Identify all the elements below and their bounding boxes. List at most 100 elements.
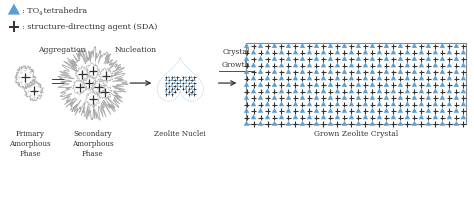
Polygon shape [356, 56, 361, 61]
Polygon shape [314, 108, 319, 113]
Polygon shape [251, 114, 256, 119]
Polygon shape [454, 69, 459, 74]
Polygon shape [433, 88, 438, 93]
Polygon shape [293, 75, 298, 80]
Polygon shape [272, 108, 277, 113]
Polygon shape [279, 75, 284, 80]
Polygon shape [182, 84, 184, 87]
Text: Grown Zeolite Crystal: Grown Zeolite Crystal [314, 130, 399, 138]
Text: tetrahedra: tetrahedra [41, 7, 87, 15]
Polygon shape [190, 87, 193, 89]
Polygon shape [286, 43, 291, 48]
Polygon shape [419, 114, 424, 119]
Polygon shape [328, 95, 333, 100]
Polygon shape [300, 82, 305, 87]
Polygon shape [171, 84, 173, 87]
Polygon shape [461, 49, 466, 54]
Polygon shape [258, 121, 263, 126]
Polygon shape [165, 84, 167, 87]
Polygon shape [377, 62, 382, 67]
Polygon shape [439, 69, 445, 74]
Polygon shape [279, 114, 284, 119]
Text: Secondary
Amorphous
Phase: Secondary Amorphous Phase [72, 130, 114, 158]
Polygon shape [391, 49, 396, 54]
Polygon shape [258, 108, 263, 113]
Polygon shape [419, 101, 424, 106]
Polygon shape [300, 69, 305, 74]
Polygon shape [370, 95, 375, 100]
Polygon shape [272, 95, 277, 100]
Polygon shape [405, 75, 410, 80]
Polygon shape [168, 93, 170, 95]
Polygon shape [370, 43, 375, 48]
Polygon shape [383, 69, 389, 74]
Polygon shape [342, 56, 347, 61]
Polygon shape [454, 95, 459, 100]
Polygon shape [398, 56, 403, 61]
Text: Aggregation: Aggregation [37, 46, 85, 54]
Text: 4: 4 [38, 11, 42, 16]
Polygon shape [272, 43, 277, 48]
Polygon shape [182, 79, 184, 81]
Polygon shape [419, 75, 424, 80]
Polygon shape [314, 69, 319, 74]
Polygon shape [419, 62, 424, 67]
Polygon shape [307, 88, 312, 93]
Polygon shape [426, 95, 431, 100]
Polygon shape [391, 62, 396, 67]
Polygon shape [279, 49, 284, 54]
Polygon shape [314, 43, 319, 48]
Polygon shape [426, 43, 431, 48]
Polygon shape [321, 88, 326, 93]
Polygon shape [342, 108, 347, 113]
Polygon shape [349, 114, 354, 119]
Polygon shape [398, 69, 403, 74]
Polygon shape [335, 75, 340, 80]
Polygon shape [168, 81, 170, 84]
Polygon shape [58, 46, 128, 120]
Polygon shape [454, 108, 459, 113]
Polygon shape [244, 82, 249, 87]
Polygon shape [342, 43, 347, 48]
Polygon shape [370, 121, 375, 126]
Polygon shape [405, 49, 410, 54]
Polygon shape [265, 49, 270, 54]
Polygon shape [363, 62, 368, 67]
Polygon shape [363, 75, 368, 80]
Polygon shape [300, 43, 305, 48]
Polygon shape [356, 43, 361, 48]
Polygon shape [383, 56, 389, 61]
Polygon shape [321, 62, 326, 67]
Polygon shape [411, 108, 417, 113]
Polygon shape [439, 108, 445, 113]
Polygon shape [168, 87, 170, 89]
Polygon shape [398, 108, 403, 113]
Polygon shape [176, 84, 179, 87]
Polygon shape [328, 69, 333, 74]
Polygon shape [258, 69, 263, 74]
Polygon shape [391, 75, 396, 80]
Polygon shape [433, 62, 438, 67]
Polygon shape [251, 101, 256, 106]
Polygon shape [363, 88, 368, 93]
Polygon shape [293, 49, 298, 54]
Polygon shape [363, 114, 368, 119]
Polygon shape [426, 108, 431, 113]
Polygon shape [433, 75, 438, 80]
Polygon shape [370, 69, 375, 74]
Polygon shape [244, 121, 249, 126]
Polygon shape [356, 121, 361, 126]
Polygon shape [411, 121, 417, 126]
Polygon shape [447, 101, 452, 106]
Polygon shape [244, 108, 249, 113]
Polygon shape [279, 88, 284, 93]
Polygon shape [190, 76, 193, 78]
Polygon shape [265, 114, 270, 119]
Polygon shape [398, 95, 403, 100]
Polygon shape [342, 69, 347, 74]
Polygon shape [405, 101, 410, 106]
Polygon shape [454, 121, 459, 126]
Text: : structure-directing agent (SDA): : structure-directing agent (SDA) [22, 23, 158, 31]
Text: : TO: : TO [22, 7, 40, 15]
Polygon shape [321, 101, 326, 106]
